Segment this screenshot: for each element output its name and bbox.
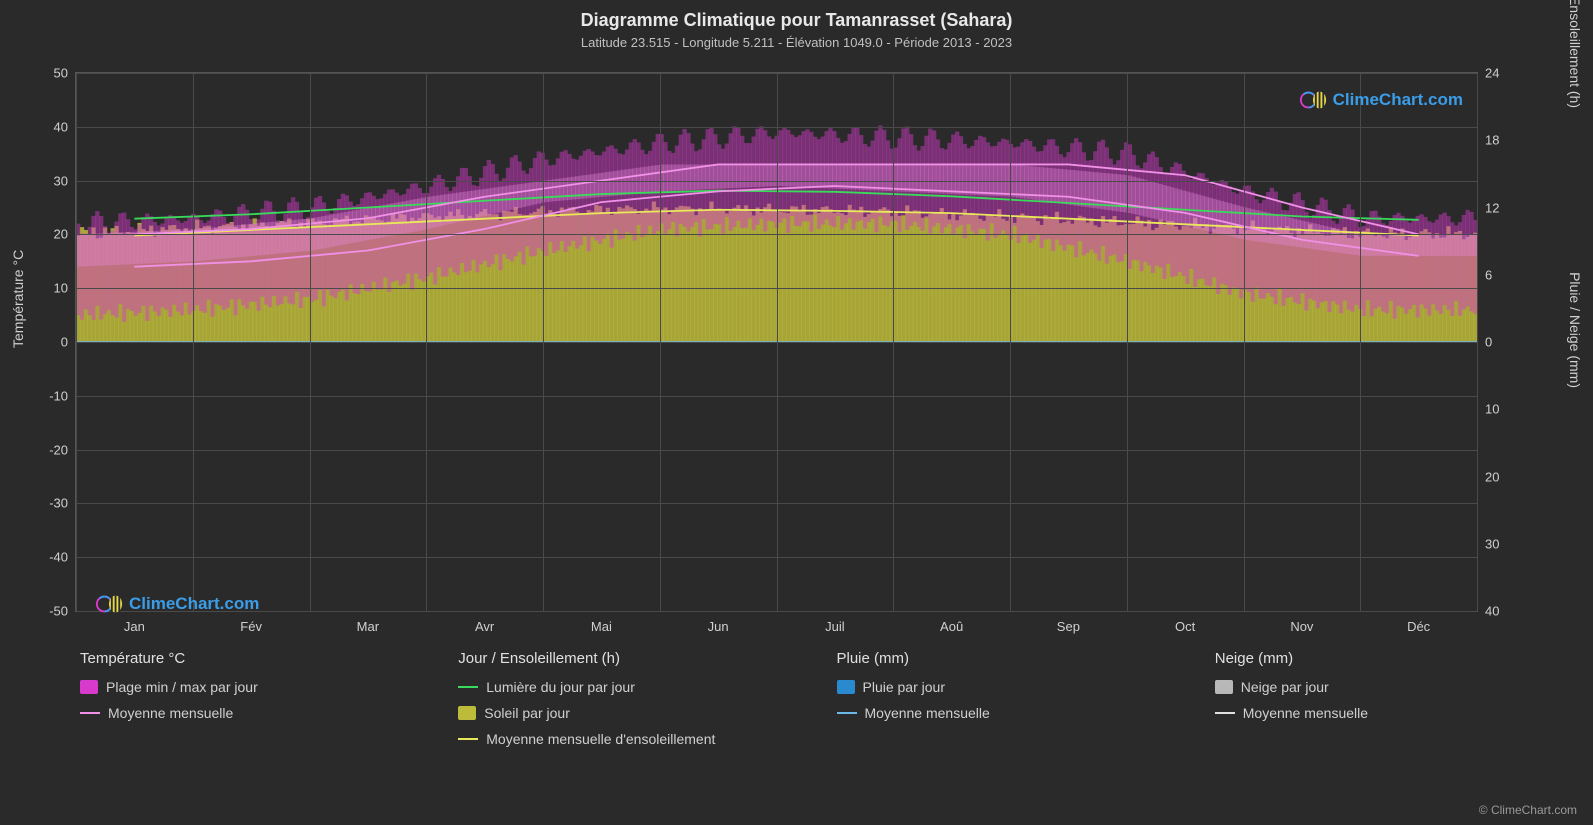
grid-line-v (1477, 73, 1478, 611)
legend-item: Moyenne mensuelle d'ensoleillement (458, 731, 796, 747)
x-tick-month: Mai (591, 611, 612, 634)
legend-item: Plage min / max par jour (80, 679, 418, 695)
legend-label: Pluie par jour (863, 679, 946, 695)
grid-line-v (777, 73, 778, 611)
x-tick-month: Avr (475, 611, 494, 634)
legend-col-temperature: Température °C Plage min / max par jour M… (80, 650, 418, 757)
grid-line-v (1010, 73, 1011, 611)
grid-line-v (660, 73, 661, 611)
legend-swatch (80, 712, 100, 714)
legend-swatch (837, 680, 855, 694)
legend-swatch (837, 712, 857, 714)
legend-col-daylight: Jour / Ensoleillement (h) Lumière du jou… (458, 650, 796, 757)
legend-col-snow: Neige (mm) Neige par jour Moyenne mensuel… (1215, 650, 1553, 757)
grid-line-h (76, 611, 1477, 612)
chart-subtitle: Latitude 23.515 - Longitude 5.211 - Élév… (0, 31, 1593, 50)
legend-label: Neige par jour (1241, 679, 1329, 695)
climechart-logo-icon (1299, 86, 1327, 114)
legend-col-rain: Pluie (mm) Pluie par jour Moyenne mensuel… (837, 650, 1175, 757)
y-tick-right-hours: 12 (1477, 200, 1499, 215)
y-tick-right-hours: 6 (1477, 267, 1492, 282)
legend-title: Jour / Ensoleillement (h) (458, 650, 796, 667)
y-tick-left: -10 (36, 388, 76, 403)
y-tick-left: -20 (36, 442, 76, 457)
legend-item: Lumière du jour par jour (458, 679, 796, 695)
legend-title: Neige (mm) (1215, 650, 1553, 667)
y-tick-left: 50 (36, 66, 76, 81)
legend-swatch (1215, 712, 1235, 714)
legend-item: Neige par jour (1215, 679, 1553, 695)
grid-line-v (1127, 73, 1128, 611)
legend-label: Moyenne mensuelle (865, 705, 990, 721)
y-axis-left-title: Température °C (10, 250, 26, 348)
grid-line-v (193, 73, 194, 611)
grid-line-v (1360, 73, 1361, 611)
y-tick-right-rain: 10 (1477, 402, 1499, 417)
grid-line-v (543, 73, 544, 611)
y-axis-right-top-title: Jour / Ensoleillement (h) (1567, 0, 1583, 108)
legend-item: Moyenne mensuelle (1215, 705, 1553, 721)
climechart-logo-icon (95, 590, 123, 618)
y-tick-left: -50 (36, 604, 76, 619)
y-tick-right-rain: 20 (1477, 469, 1499, 484)
legend-label: Plage min / max par jour (106, 679, 258, 695)
legend-swatch (1215, 680, 1233, 694)
y-tick-right-rain: 30 (1477, 536, 1499, 551)
logo-top-right: ClimeChart.com (1299, 86, 1463, 114)
legend-label: Soleil par jour (484, 705, 570, 721)
x-tick-month: Nov (1290, 611, 1313, 634)
legend-swatch (458, 738, 478, 740)
y-tick-right-hours: 0 (1477, 335, 1492, 350)
legend-swatch (80, 680, 98, 694)
legend-title: Pluie (mm) (837, 650, 1175, 667)
y-axis-right-bottom-title: Pluie / Neige (mm) (1567, 272, 1583, 388)
climate-chart-container: Diagramme Climatique pour Tamanrasset (S… (0, 0, 1593, 825)
y-tick-right-hours: 18 (1477, 133, 1499, 148)
grid-line-v (1244, 73, 1245, 611)
legend-item: Soleil par jour (458, 705, 796, 721)
y-tick-left: 30 (36, 173, 76, 188)
x-tick-month: Déc (1407, 611, 1430, 634)
grid-line-v (426, 73, 427, 611)
legend-title: Température °C (80, 650, 418, 667)
legend-item: Moyenne mensuelle (80, 705, 418, 721)
chart-plot-area: -50-40-30-20-100102030405006121824102030… (75, 72, 1478, 612)
y-tick-left: 20 (36, 227, 76, 242)
y-tick-left: -30 (36, 496, 76, 511)
legend-swatch (458, 706, 476, 720)
x-tick-month: Juil (825, 611, 845, 634)
y-tick-right-rain: 40 (1477, 604, 1499, 619)
copyright-text: © ClimeChart.com (1479, 803, 1577, 817)
y-tick-left: 0 (36, 335, 76, 350)
brand-text: ClimeChart.com (129, 594, 259, 614)
grid-line-v (893, 73, 894, 611)
logo-bottom-left: ClimeChart.com (95, 590, 259, 618)
grid-line-v (76, 73, 77, 611)
x-tick-month: Aoû (940, 611, 963, 634)
chart-legend: Température °C Plage min / max par jour M… (80, 650, 1553, 757)
y-tick-left: -40 (36, 550, 76, 565)
legend-label: Moyenne mensuelle d'ensoleillement (486, 731, 715, 747)
y-tick-left: 40 (36, 119, 76, 134)
y-tick-left: 10 (36, 281, 76, 296)
legend-label: Lumière du jour par jour (486, 679, 635, 695)
x-tick-month: Sep (1057, 611, 1080, 634)
legend-label: Moyenne mensuelle (108, 705, 233, 721)
brand-text: ClimeChart.com (1333, 90, 1463, 110)
grid-line-v (310, 73, 311, 611)
legend-swatch (458, 686, 478, 688)
y-tick-right-hours: 24 (1477, 66, 1499, 81)
legend-label: Moyenne mensuelle (1243, 705, 1368, 721)
legend-item: Moyenne mensuelle (837, 705, 1175, 721)
x-tick-month: Mar (357, 611, 379, 634)
x-tick-month: Jun (708, 611, 729, 634)
chart-title: Diagramme Climatique pour Tamanrasset (S… (0, 0, 1593, 31)
legend-item: Pluie par jour (837, 679, 1175, 695)
x-tick-month: Oct (1175, 611, 1195, 634)
